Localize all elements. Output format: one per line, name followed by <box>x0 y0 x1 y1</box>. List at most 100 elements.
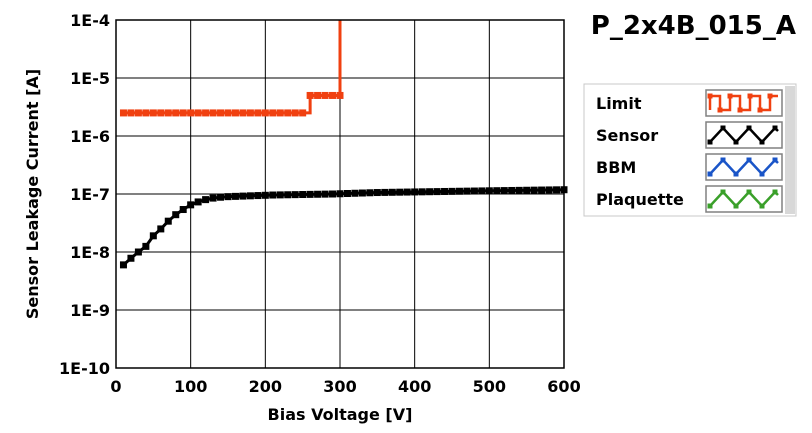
data-point-sensor <box>508 186 516 194</box>
data-point-sensor <box>284 191 292 199</box>
data-point-limit <box>329 91 337 99</box>
legend-swatch-line <box>709 126 779 144</box>
data-point-sensor <box>269 191 277 199</box>
data-point-sensor <box>411 188 419 196</box>
data-point-sensor <box>231 192 239 200</box>
data-point-sensor <box>545 186 553 194</box>
x-axis-title: Bias Voltage [V] <box>268 405 413 424</box>
legend-swatch-line <box>709 190 779 208</box>
x-tick-label: 100 <box>174 377 207 396</box>
series-line-limit <box>123 20 342 115</box>
plot-frame <box>115 19 565 369</box>
data-point-sensor <box>157 225 165 233</box>
data-point-sensor <box>276 191 284 199</box>
data-point-limit <box>134 109 142 117</box>
data-point-limit <box>246 109 254 117</box>
data-point-limit <box>254 109 262 117</box>
data-point-limit <box>269 109 277 117</box>
data-point-sensor <box>523 186 531 194</box>
legend-swatch-line <box>708 94 778 112</box>
data-point-sensor <box>433 188 441 196</box>
data-point-sensor <box>478 187 486 195</box>
data-point-sensor <box>358 189 366 197</box>
data-point-sensor <box>246 192 254 200</box>
data-point-limit <box>187 109 195 117</box>
data-point-limit <box>209 109 217 117</box>
data-point-limit <box>217 109 225 117</box>
x-tick-label: 600 <box>547 377 580 396</box>
data-point-sensor <box>336 190 344 198</box>
data-point-sensor <box>470 187 478 195</box>
y-tick-label: 1E-10 <box>59 359 110 378</box>
data-point-limit <box>202 109 210 117</box>
data-point-limit <box>224 109 232 117</box>
data-point-limit <box>306 91 314 99</box>
data-point-sensor <box>366 189 374 197</box>
data-point-limit <box>291 109 299 117</box>
legend-swatch-line <box>709 158 779 176</box>
data-point-sensor <box>306 190 314 198</box>
data-point-limit <box>164 109 172 117</box>
data-point-sensor <box>485 187 493 195</box>
data-point-sensor <box>388 188 396 196</box>
series-layer <box>119 20 568 269</box>
data-point-sensor <box>426 188 434 196</box>
legend-label: Plaquette <box>596 190 684 209</box>
data-point-sensor <box>119 261 127 269</box>
data-point-sensor <box>500 187 508 195</box>
data-point-sensor <box>553 186 561 194</box>
y-tick-label: 1E-6 <box>70 127 110 146</box>
data-point-sensor <box>343 190 351 198</box>
legend-label: Sensor <box>596 126 658 145</box>
legend-scrollbar <box>785 86 795 214</box>
data-point-limit <box>239 109 247 117</box>
data-point-sensor <box>261 191 269 199</box>
data-point-sensor <box>329 190 337 198</box>
chart-title: P_2x4B_015_A <box>591 11 796 41</box>
data-point-sensor <box>224 193 232 201</box>
data-point-sensor <box>396 188 404 196</box>
data-point-limit <box>119 109 127 117</box>
data-point-sensor <box>187 201 195 209</box>
data-point-sensor <box>381 188 389 196</box>
data-point-sensor <box>515 186 523 194</box>
data-point-sensor <box>209 194 217 202</box>
data-point-sensor <box>239 192 247 200</box>
data-point-limit <box>127 109 135 117</box>
data-point-sensor <box>493 187 501 195</box>
data-point-sensor <box>351 189 359 197</box>
y-tick-label: 1E-9 <box>70 301 110 320</box>
data-point-sensor <box>299 191 307 199</box>
data-point-sensor <box>179 206 187 214</box>
data-point-limit <box>276 109 284 117</box>
data-point-limit <box>231 109 239 117</box>
legend-label: BBM <box>596 158 636 177</box>
data-point-sensor <box>291 191 299 199</box>
data-point-limit <box>172 109 180 117</box>
y-tick-label: 1E-4 <box>70 11 110 30</box>
x-tick-label: 200 <box>249 377 282 396</box>
data-point-sensor <box>254 192 262 200</box>
data-point-limit <box>299 109 307 117</box>
data-point-limit <box>157 109 165 117</box>
data-point-sensor <box>202 196 210 204</box>
data-point-sensor <box>373 189 381 197</box>
x-tick-labels: 0 100 200 300 400 500 600 <box>110 377 580 396</box>
data-point-sensor <box>164 217 172 225</box>
data-point-sensor <box>418 188 426 196</box>
data-point-sensor <box>455 187 463 195</box>
series-line-sensor <box>122 188 565 266</box>
data-point-sensor <box>538 186 546 194</box>
y-axis-title: Sensor Leakage Current [A] <box>23 69 42 319</box>
legend-label: Limit <box>596 94 642 113</box>
data-point-sensor <box>314 190 322 198</box>
data-point-limit <box>284 109 292 117</box>
data-point-limit <box>179 109 187 117</box>
x-tick-label: 400 <box>398 377 431 396</box>
data-point-sensor <box>441 187 449 195</box>
data-point-sensor <box>321 190 329 198</box>
data-point-sensor <box>217 193 225 201</box>
x-tick-label: 0 <box>110 377 121 396</box>
data-point-limit <box>336 91 344 99</box>
data-point-limit <box>314 91 322 99</box>
